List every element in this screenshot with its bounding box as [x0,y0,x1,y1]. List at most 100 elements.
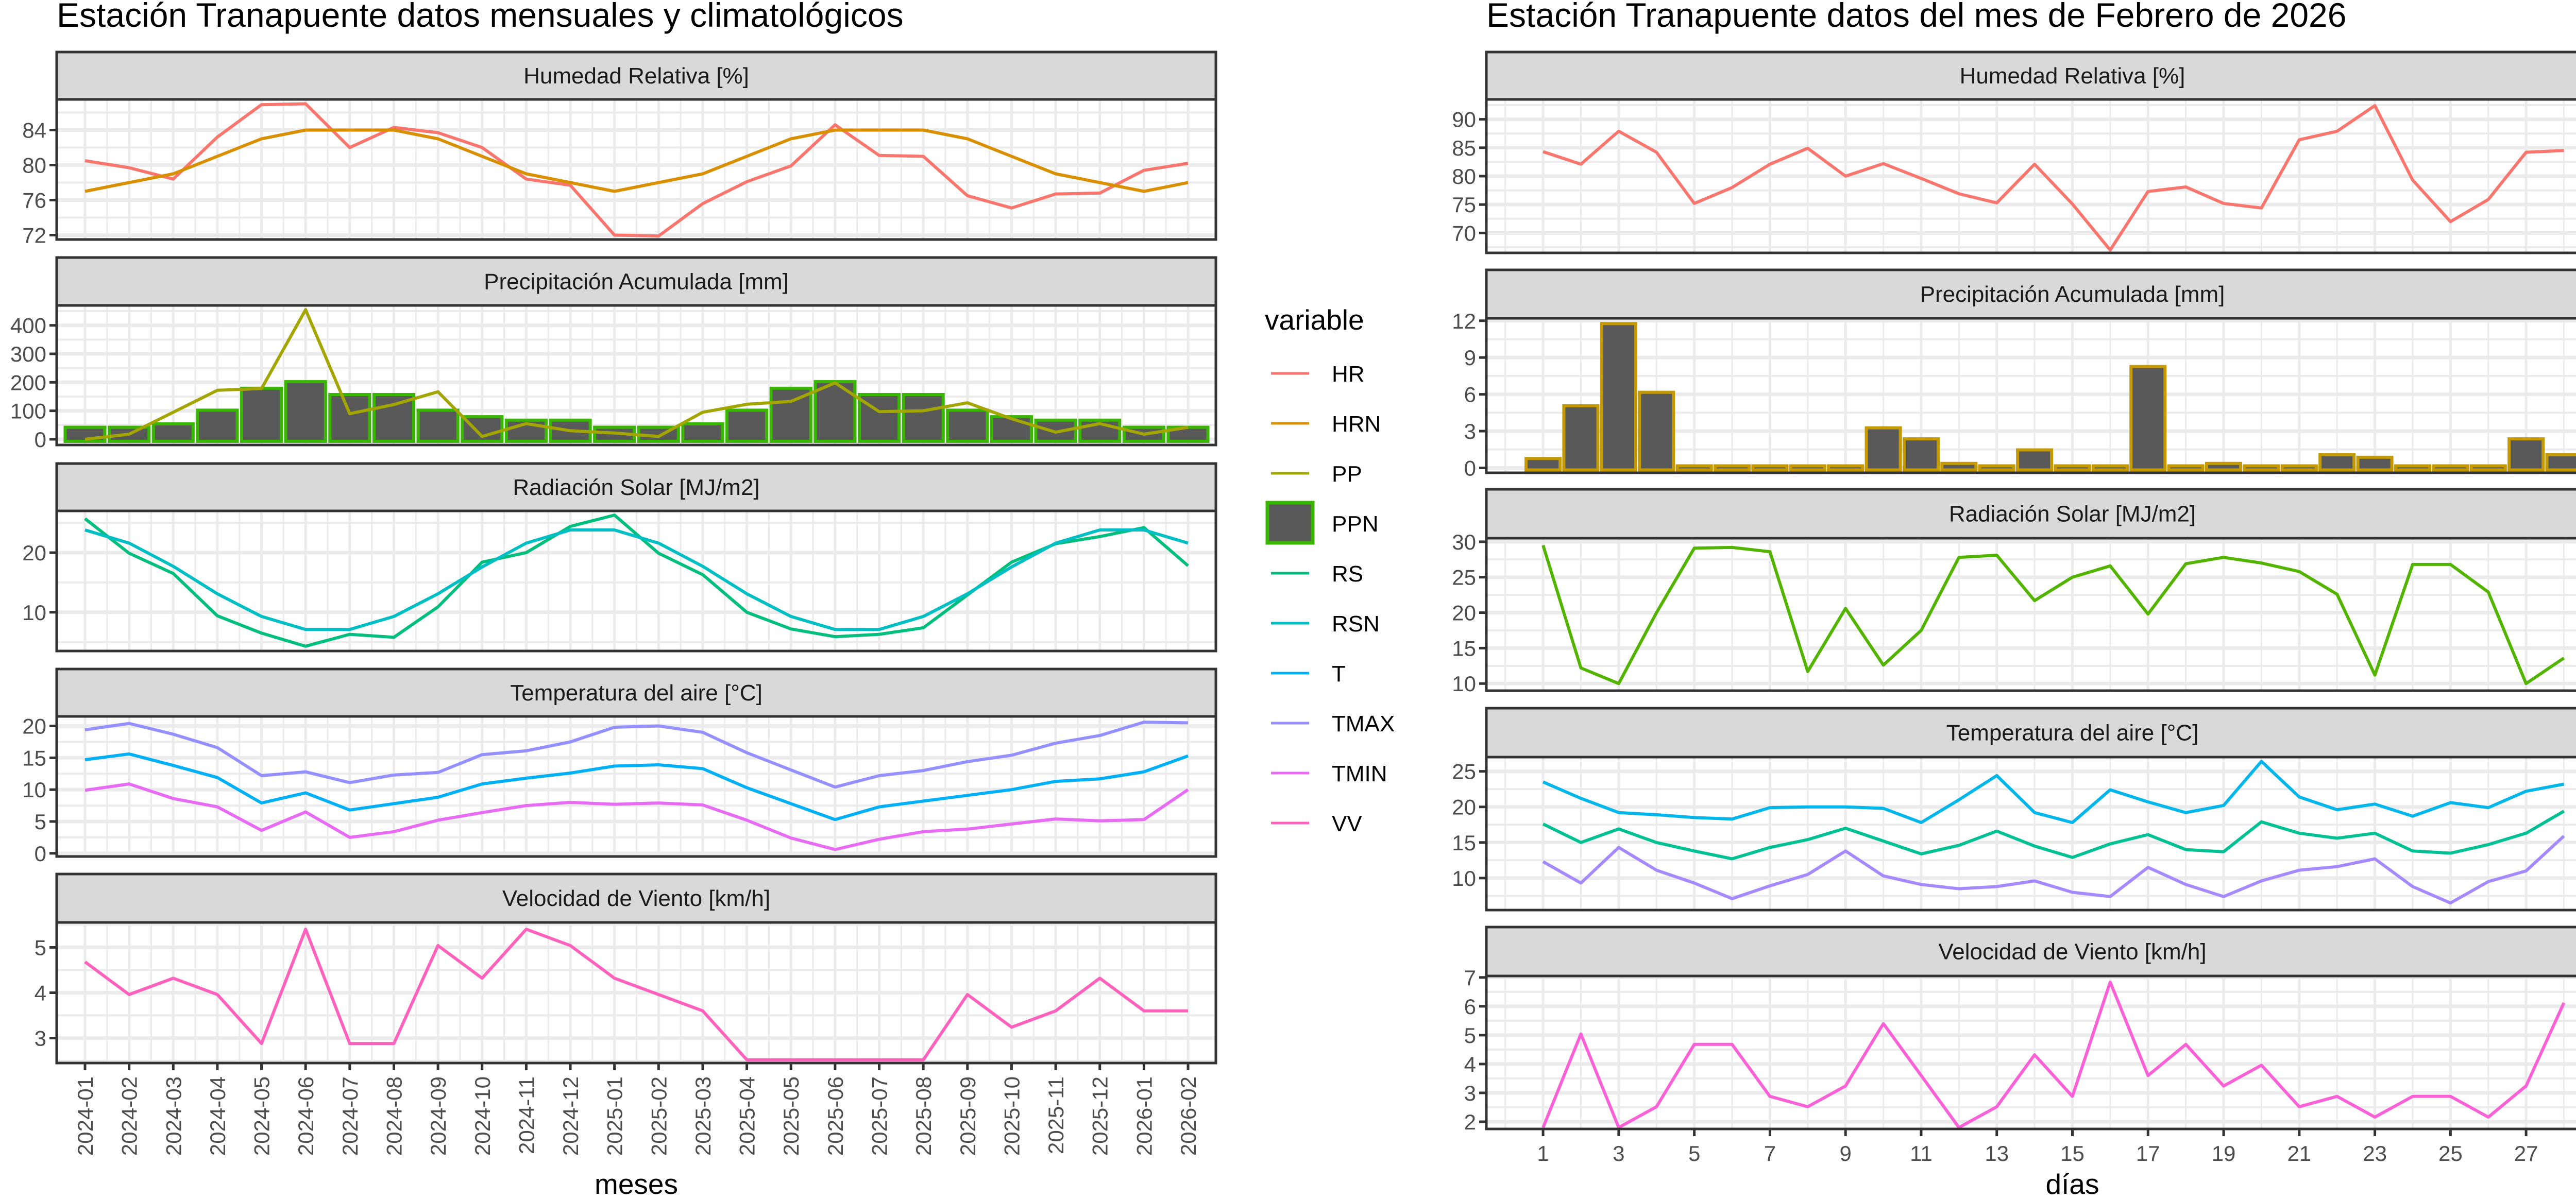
y-tick-label: 20 [22,714,46,739]
legend-item: VV [1271,811,1362,836]
bar-ppn [240,386,283,443]
bar-pp [2016,448,2054,472]
bar-pp [1902,437,1940,472]
legend-item: PP [1271,461,1362,487]
x-axis-title: días [2046,1168,2099,1199]
series-line-pp [84,308,1189,441]
facet-strip-label: Radiación Solar [MJ/m2] [1949,502,2196,527]
bar-pp [1524,457,1562,472]
series-line-vv [84,928,1188,1061]
y-tick-label: 85 [1452,136,1476,160]
x-tick-label: 2024-05 [250,1076,274,1156]
legend-title: variable [1265,304,1364,336]
x-tick-label: 2025-06 [823,1076,848,1156]
bar-pp [2129,365,2167,472]
bar-ppn [990,415,1033,443]
bar-pp [1978,464,2015,472]
left-chart-title: Estación Tranapuente datos mensuales y c… [57,0,904,34]
bar-pp [2205,461,2243,472]
legend-key-bar [1265,501,1315,545]
facet-panel: Velocidad de Viento [km/h] 3 4 5 [35,872,1217,1065]
x-tick-label: 2025-01 [603,1076,627,1156]
x-tick-label: 19 [2212,1141,2236,1166]
y-tick-label: 100 [10,399,46,423]
panel-border [1485,537,2576,692]
facet-strip [55,667,1217,718]
bar-ppn [946,408,989,443]
facet-panel: Velocidad de Viento [km/h] 2 3 4 5 6 7 [1464,926,2576,1134]
bar-pp [1713,464,1751,472]
x-tick-label: 2025-07 [868,1076,892,1156]
x-tick-label: 2025-05 [779,1076,803,1156]
y-tick-label: 25 [1452,760,1476,784]
series-line-rsn [84,528,1189,631]
facet-strip [55,256,1217,307]
y-tick-label: 90 [1452,108,1476,132]
y-tick-label: 6 [1464,995,1476,1019]
x-tick-label: 15 [2060,1141,2084,1166]
facet-strip [1485,50,2576,101]
y-tick-label: 5 [35,810,46,834]
x-tick-label: 2024-12 [558,1076,583,1156]
legend-item: RS [1271,561,1363,587]
facet-strip [1485,707,2576,759]
y-tick-label: 15 [1452,831,1476,855]
bar-ppn [416,408,460,443]
series-line-t [84,752,1189,821]
y-tick-label: 0 [35,427,46,452]
facet-panel: Temperatura del aire [°C] 0 5 10 15 20 [22,667,1217,866]
legend-item: HRN [1271,412,1381,437]
legend-label: PP [1332,461,1362,487]
bar-ppn [196,408,239,443]
facet-panel: Humedad Relativa [%] 70 75 80 85 90 [1452,50,2576,254]
x-tick-label: 2025-11 [1044,1076,1068,1154]
panel-border [55,304,1217,447]
x-tick-label: 2025-02 [647,1076,671,1156]
facet-strip [55,872,1217,924]
series-line-tmin [84,782,1189,851]
panel-border [55,98,1217,241]
bar-ppn [681,422,724,443]
bar-pp [1940,461,1978,472]
y-tick-label: 72 [22,224,46,248]
facet-strip-label: Temperatura del aire [°C] [510,680,762,706]
y-tick-label: 400 [10,314,46,338]
x-tick-label: 2025-12 [1088,1076,1112,1156]
series-line-hrn [84,128,1189,193]
series-line-rs [1541,544,2565,686]
x-tick-label: 2024-06 [294,1076,318,1156]
bar-pp [1789,464,1826,472]
facet-strip-label: Humedad Relativa [%] [523,63,749,89]
y-tick-label: 2 [1464,1110,1476,1134]
bar-pp [1827,464,1865,472]
bar-pp [1865,426,1902,472]
facet-strip-label: Humedad Relativa [%] [1960,63,2185,89]
facet-strip-label: Precipitación Acumulada [mm] [1920,282,2225,307]
x-tick-label: 5 [1688,1141,1700,1166]
y-tick-label: 3 [35,1026,46,1051]
legend-item: RSN [1271,611,1380,637]
y-tick-label: 5 [35,935,46,960]
x-tick-label: 2025-03 [691,1076,715,1156]
legend-item: HR [1271,362,1365,387]
y-tick-label: 10 [1452,672,1476,696]
panel-border [1485,317,2576,474]
legend-label: TMAX [1332,711,1395,736]
y-tick-label: 10 [22,601,46,625]
facet-panel: Radiación Solar [MJ/m2] 10 15 20 25 30 [1452,488,2576,696]
y-tick-label: 300 [10,342,46,366]
legend-label: VV [1332,811,1362,836]
x-tick-label: 2025-04 [735,1076,759,1156]
panel-border [55,509,1217,653]
y-tick-label: 20 [1452,795,1476,819]
x-tick-label: 2026-02 [1176,1076,1200,1156]
y-tick-label: 4 [1464,1052,1476,1076]
panel-border [1485,756,2576,912]
bar-pp [2356,455,2394,472]
right-chart-title: Estación Tranapuente datos del mes de Fe… [1486,0,2346,34]
y-tick-label: 3 [1464,1081,1476,1105]
bar-ppn [151,422,195,443]
x-tick-label: 2024-10 [470,1076,495,1156]
bar-ppn [284,380,327,443]
